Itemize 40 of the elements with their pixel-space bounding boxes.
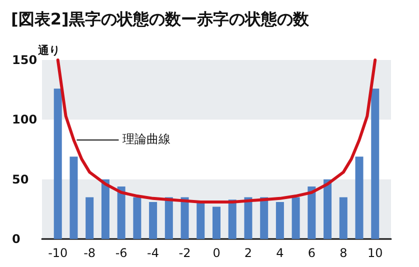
text: 理論曲線 [122, 132, 171, 146]
chart-title: [図表2]黒字の状態の数ー赤字の状態の数 [11, 10, 310, 28]
y-tick-label: 0 [12, 232, 20, 246]
bar [149, 202, 158, 239]
y-tick-label: 100 [12, 112, 38, 127]
x-tick-label: -4 [147, 246, 160, 260]
bar [324, 179, 332, 239]
bar [70, 156, 78, 239]
x-tick-label: 10 [367, 246, 383, 260]
x-tick-label: -2 [178, 246, 191, 260]
y-axis-title: 通り [37, 44, 60, 57]
bar [276, 202, 284, 239]
bar [212, 206, 220, 239]
bar [355, 156, 364, 239]
x-tick-label: 0 [212, 246, 220, 260]
x-tick-label: -8 [84, 246, 96, 260]
bar [54, 88, 62, 239]
bar [180, 197, 189, 239]
bar [244, 197, 252, 239]
x-tick-label: -10 [48, 246, 68, 260]
x-tick-label: -6 [115, 246, 128, 260]
x-tick-label: 6 [308, 246, 316, 260]
bar [228, 200, 236, 239]
bar [292, 197, 300, 239]
x-tick-label: 2 [244, 246, 252, 260]
line-series [56, 58, 377, 204]
bar [101, 179, 110, 239]
x-tick-label: 4 [276, 246, 284, 260]
y-tick-label: 50 [12, 172, 29, 186]
bar [260, 197, 268, 239]
bar [308, 186, 316, 239]
x-tick-label: 8 [340, 246, 348, 260]
bar [117, 186, 126, 239]
bar [371, 88, 380, 239]
bar [339, 197, 348, 239]
bar [196, 202, 205, 239]
bar [164, 197, 173, 239]
bar [133, 197, 142, 239]
y-tick-label: 150 [12, 53, 38, 67]
bar [86, 197, 94, 239]
